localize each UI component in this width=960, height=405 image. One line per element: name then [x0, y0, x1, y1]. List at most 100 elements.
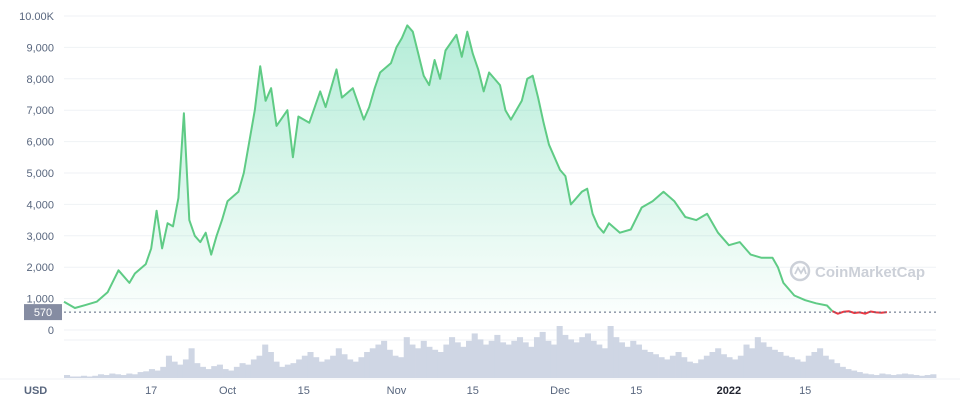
volume-bar [171, 361, 178, 378]
volume-bar [199, 366, 206, 378]
volume-bar [69, 376, 76, 378]
volume-bar [885, 374, 892, 378]
volume-bar [777, 352, 784, 378]
x-tick-label: 17 [145, 385, 157, 397]
volume-bar [262, 344, 269, 378]
volume-bar [703, 355, 710, 378]
volume-bar [907, 374, 914, 378]
volume-bar [256, 355, 263, 378]
y-tick-label: 10.00K [19, 11, 55, 23]
y-tick-label: 8,000 [26, 74, 54, 86]
volume-bar [930, 374, 937, 378]
volume-bar [131, 374, 139, 378]
volume-bar [154, 370, 161, 378]
y-tick-label: 3,000 [26, 231, 54, 243]
volume-bar [664, 359, 671, 378]
volume-bar [165, 355, 172, 378]
y-tick-label: 5,000 [26, 168, 54, 180]
volume-bar [364, 352, 371, 378]
volume-bar [522, 342, 529, 378]
volume-bar [618, 342, 625, 378]
y-tick-label: 4,000 [26, 199, 54, 211]
volume-bar [403, 337, 410, 378]
volume-bar [669, 355, 676, 378]
volume-bar [601, 348, 608, 378]
volume-bar [483, 344, 490, 378]
volume-bar [148, 369, 155, 378]
volume-bar [579, 337, 586, 378]
volume-bar [743, 344, 750, 378]
volume-bar [805, 355, 812, 378]
volume-bar [879, 373, 886, 378]
volume-bar [182, 359, 189, 378]
volume-bar [267, 352, 274, 378]
volume-bar [500, 342, 507, 378]
volume-bar [341, 354, 348, 378]
volume-bar [301, 355, 308, 378]
volume-bar [902, 373, 909, 378]
volume-bar [800, 361, 807, 378]
volume-bar [839, 366, 846, 378]
volume-bar [681, 357, 688, 378]
price-line-up[interactable] [63, 24, 834, 312]
x-tick-label: 15 [630, 385, 642, 397]
volume-bar [845, 369, 852, 378]
volume-bar [584, 333, 591, 378]
volume-bar [239, 363, 246, 378]
volume-bar [137, 372, 144, 378]
volume-bar [477, 339, 484, 378]
volume-bar [205, 369, 212, 378]
volume-bar [160, 366, 167, 378]
volume-bar [143, 371, 150, 378]
x-tick-label: 15 [467, 385, 479, 397]
volume-bar [760, 342, 767, 378]
volume-bar [109, 373, 116, 378]
volume-bar [613, 337, 620, 378]
x-tick-label: 2022 [717, 385, 741, 397]
y-tick-label: 6,000 [26, 137, 54, 149]
volume-bar [919, 375, 926, 378]
volume-bar [913, 375, 920, 378]
volume-bar [454, 342, 461, 378]
volume-bar [590, 340, 597, 378]
y-tick-label: 7,000 [26, 105, 54, 117]
volume-bar [211, 366, 218, 378]
volume-bar [307, 352, 314, 378]
volume-bar [398, 357, 405, 378]
volume-bar [630, 340, 637, 378]
volume-bar [466, 340, 473, 378]
volume-bar [834, 363, 841, 378]
volume-bar [358, 357, 365, 378]
volume-bar [794, 359, 801, 378]
volume-bar [103, 375, 110, 378]
volume-bar [573, 342, 580, 378]
volume-bar [737, 355, 744, 378]
volume-bar [75, 376, 82, 378]
x-tick-label: Nov [387, 385, 407, 397]
volume-bar [726, 357, 733, 378]
volume-bar [567, 339, 575, 378]
volume-bar [330, 355, 337, 378]
volume-bar [556, 326, 563, 378]
watermark-text: CoinMarketCap [815, 264, 925, 281]
volume-bar [596, 344, 603, 378]
volume-bar [216, 364, 223, 378]
volume-bar [381, 340, 388, 378]
volume-bar [449, 337, 456, 378]
volume-bar [686, 361, 693, 378]
volume-bar [924, 375, 931, 378]
volume-bar [890, 375, 897, 378]
volume-bar [313, 357, 320, 378]
volume-bar [437, 352, 444, 378]
volume-bar [715, 348, 722, 378]
volume-bar [562, 334, 569, 378]
x-tick-label: 15 [799, 385, 811, 397]
volume-bar [692, 363, 699, 378]
y-tick-label: 2,000 [26, 262, 54, 274]
volume-bar [896, 374, 903, 378]
volume-bar [533, 337, 541, 378]
volume-bar [545, 340, 552, 378]
current-price-label: 570 [34, 307, 52, 319]
